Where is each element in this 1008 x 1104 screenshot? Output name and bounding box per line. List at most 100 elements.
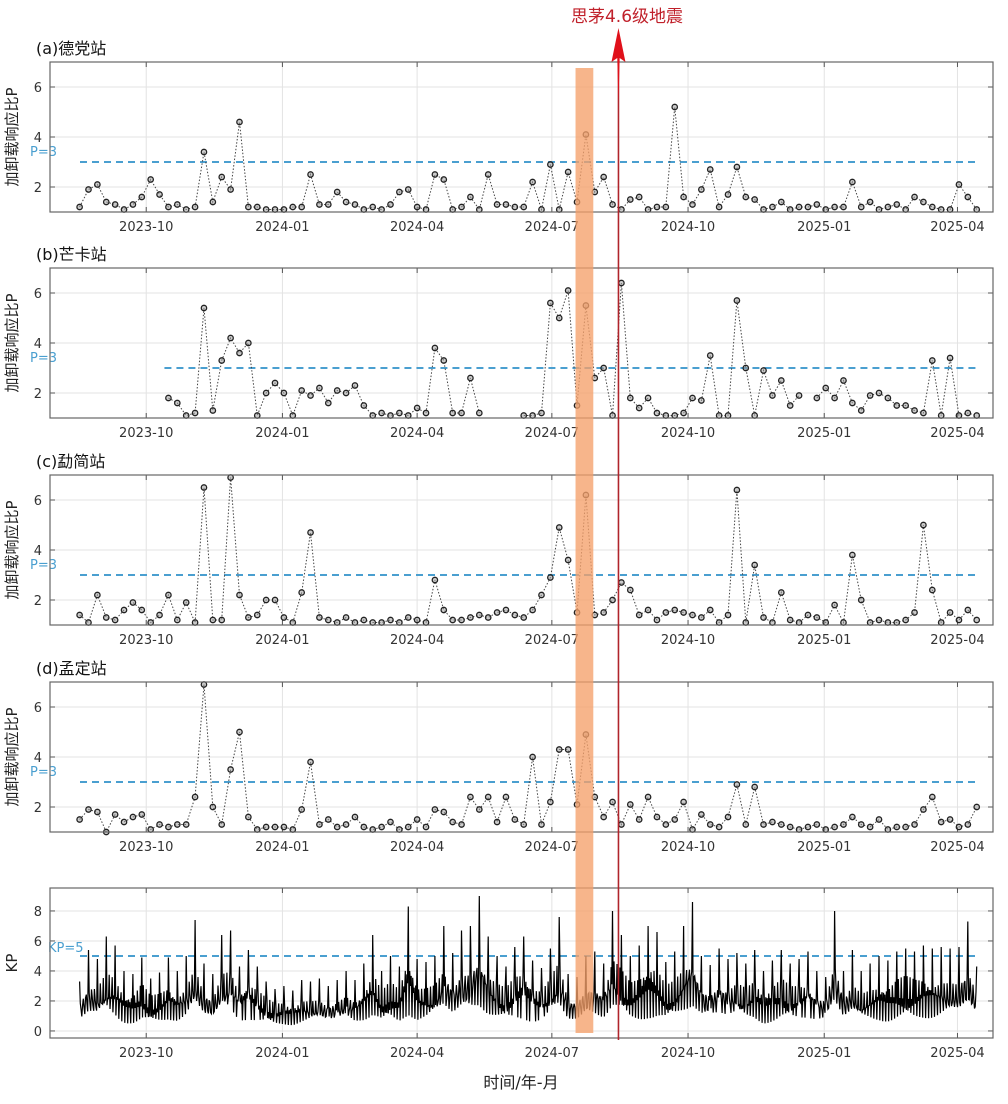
data-point bbox=[698, 397, 705, 404]
panel-5: 2023-10 2024-01 2024-04 2024-07 2024-10 2025-… bbox=[3, 887, 994, 1061]
data-point bbox=[751, 412, 759, 419]
data-point bbox=[422, 619, 430, 626]
data-point bbox=[538, 409, 545, 417]
data-point bbox=[324, 816, 332, 823]
data-point bbox=[422, 409, 430, 417]
data-point bbox=[173, 616, 181, 624]
data-point bbox=[618, 579, 625, 586]
x-tick-label: 2023-10 bbox=[119, 840, 173, 855]
data-point bbox=[777, 589, 785, 596]
data-point bbox=[262, 823, 270, 831]
data-point bbox=[271, 206, 279, 213]
data-point bbox=[715, 823, 723, 831]
data-point bbox=[129, 813, 137, 821]
data-point bbox=[484, 614, 492, 621]
data-point bbox=[458, 409, 465, 417]
data-point bbox=[369, 203, 377, 211]
data-point bbox=[333, 823, 341, 831]
data-point bbox=[280, 823, 288, 831]
data-point bbox=[200, 681, 208, 688]
data-point bbox=[857, 596, 865, 604]
data-point bbox=[209, 198, 217, 206]
panel-4: 2023-10 2024-01 2024-04 2024-07 2024-10 2025-… bbox=[3, 659, 994, 855]
data-point bbox=[200, 484, 208, 491]
y-tick-label: 6 bbox=[34, 81, 42, 96]
data-point bbox=[928, 203, 936, 211]
data-point bbox=[973, 803, 981, 811]
data-point bbox=[351, 619, 359, 626]
data-point bbox=[360, 823, 368, 831]
data-point bbox=[253, 203, 261, 211]
data-point bbox=[955, 616, 963, 624]
data-point bbox=[840, 203, 847, 211]
y-tick-label: 6 bbox=[34, 701, 42, 716]
data-point bbox=[289, 826, 297, 833]
data-point bbox=[156, 611, 163, 619]
data-point bbox=[698, 614, 705, 621]
x-tick-label: 2024-01 bbox=[255, 633, 309, 648]
data-point bbox=[253, 826, 261, 833]
data-point bbox=[840, 619, 847, 626]
data-point bbox=[733, 163, 741, 171]
data-point bbox=[351, 382, 359, 389]
data-point bbox=[520, 614, 528, 621]
data-point bbox=[227, 186, 234, 193]
data-point bbox=[342, 389, 350, 397]
x-tick-label: 2023-10 bbox=[119, 1046, 173, 1061]
data-point bbox=[360, 206, 368, 213]
data-point bbox=[324, 399, 332, 407]
y-tick-label: 0 bbox=[34, 1025, 42, 1040]
y-tick-label: 6 bbox=[34, 494, 42, 509]
data-point bbox=[484, 171, 492, 178]
data-point bbox=[831, 601, 838, 609]
data-point bbox=[316, 201, 323, 208]
axes-frame bbox=[49, 474, 994, 626]
data-point bbox=[307, 529, 314, 536]
data-point bbox=[564, 168, 572, 176]
data-point bbox=[182, 821, 190, 828]
data-point bbox=[431, 171, 439, 178]
x-tick-label: 2025-01 bbox=[797, 220, 851, 235]
data-point bbox=[866, 619, 874, 626]
data-point bbox=[777, 377, 785, 384]
data-point bbox=[111, 616, 119, 624]
data-point bbox=[662, 412, 670, 419]
data-point bbox=[564, 287, 572, 294]
data-point bbox=[493, 818, 501, 826]
data-point bbox=[387, 201, 394, 208]
x-tick-label: 2025-04 bbox=[930, 426, 984, 441]
data-point bbox=[733, 781, 741, 788]
data-point bbox=[342, 821, 350, 828]
data-point bbox=[831, 823, 838, 831]
data-point bbox=[644, 793, 652, 801]
data-point bbox=[271, 596, 279, 604]
data-point bbox=[964, 409, 972, 417]
x-tick-label: 2025-01 bbox=[797, 633, 851, 648]
data-point bbox=[626, 801, 634, 808]
data-point bbox=[475, 611, 483, 619]
y-tick-label: 2 bbox=[34, 387, 42, 402]
y-tick-label: 8 bbox=[34, 905, 42, 920]
data-point bbox=[396, 619, 403, 626]
data-point bbox=[698, 186, 705, 193]
data-point bbox=[378, 206, 385, 213]
data-point bbox=[493, 609, 501, 616]
y-tick-label: 2 bbox=[34, 594, 42, 609]
x-axis-label: 时间/年-月 bbox=[483, 1073, 558, 1092]
data-point bbox=[253, 611, 261, 619]
x-tick-label: 2024-01 bbox=[255, 840, 309, 855]
data-point bbox=[324, 201, 332, 208]
x-tick-label: 2024-07 bbox=[525, 1046, 579, 1061]
data-point bbox=[538, 821, 545, 828]
data-point bbox=[289, 619, 297, 626]
data-point bbox=[245, 614, 252, 621]
data-point bbox=[467, 193, 474, 201]
data-point bbox=[378, 619, 385, 626]
data-point bbox=[280, 389, 288, 397]
data-point bbox=[849, 813, 856, 821]
data-point bbox=[102, 198, 110, 206]
data-point bbox=[475, 206, 483, 213]
highlight-band bbox=[575, 68, 594, 1033]
data-point bbox=[520, 412, 528, 419]
